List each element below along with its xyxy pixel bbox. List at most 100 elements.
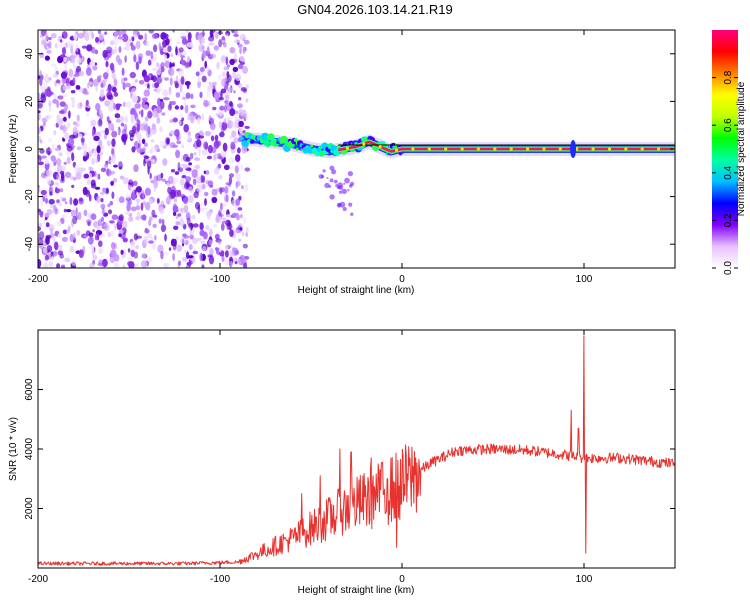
noise-speck [240, 164, 244, 170]
noise-speck [45, 222, 50, 228]
noise-speck [107, 232, 111, 238]
noise-speck [191, 214, 196, 220]
colorbar-tick-label: 0.0 [723, 261, 734, 275]
noise-speck [153, 179, 158, 189]
noise-speck [185, 30, 189, 34]
noise-speck [89, 60, 96, 68]
noise-speck [225, 250, 229, 258]
noise-speck [194, 165, 200, 169]
noise-speck [220, 223, 225, 231]
noise-speck [38, 208, 41, 213]
noise-speck [39, 211, 44, 218]
noise-speck [145, 201, 151, 211]
noise-speck [138, 56, 142, 65]
noise-speck [168, 67, 175, 77]
noise-speck [178, 120, 182, 126]
signal-scatter [344, 177, 350, 184]
snr-x-ticks: -200 -100 0 100 [28, 330, 593, 585]
noise-speck [169, 142, 176, 149]
noise-speck [238, 238, 242, 242]
noise-speck [179, 113, 183, 118]
noise-speck [229, 135, 233, 139]
noise-speck [199, 91, 203, 99]
noise-speck [229, 229, 234, 238]
noise-speck [165, 196, 171, 205]
signal-peak [476, 147, 480, 151]
noise-speck [51, 256, 54, 261]
noise-speck [117, 36, 125, 40]
noise-speck [49, 162, 55, 168]
y-tick-label: -40 [24, 237, 35, 252]
noise-speck [56, 158, 62, 167]
noise-speck [90, 179, 96, 187]
noise-speck [169, 63, 175, 67]
noise-speck [144, 116, 149, 122]
noise-speck [203, 207, 208, 211]
noise-speck [87, 221, 91, 226]
noise-speck [72, 232, 76, 241]
noise-speck [97, 30, 102, 35]
noise-speck [64, 257, 71, 263]
noise-speck [111, 72, 116, 79]
noise-speck [207, 228, 212, 233]
noise-speck [185, 62, 190, 67]
noise-speck [122, 101, 126, 108]
noise-speck [222, 142, 228, 152]
noise-speck [242, 243, 248, 249]
noise-speck [239, 33, 246, 41]
noise-speck [210, 122, 216, 131]
noise-speck [170, 53, 174, 58]
noise-speck [180, 207, 184, 214]
noise-speck [53, 130, 57, 136]
noise-speck [95, 85, 98, 92]
noise-speck [46, 209, 53, 215]
spectrogram-marks [38, 30, 675, 268]
noise-speck [237, 182, 241, 186]
y-tick-label: 0 [24, 146, 35, 152]
signal-peak [460, 147, 464, 151]
noise-speck [106, 188, 109, 194]
noise-speck [104, 100, 111, 107]
noise-speck [169, 100, 172, 109]
noise-speck [43, 225, 48, 230]
noise-speck [218, 246, 222, 253]
noise-speck [179, 219, 185, 227]
noise-speck [59, 178, 65, 184]
noise-speck [39, 85, 43, 89]
noise-speck [148, 30, 154, 34]
noise-speck [134, 103, 141, 109]
noise-speck [137, 211, 141, 217]
noise-speck [75, 44, 79, 53]
noise-speck [86, 44, 93, 52]
noise-speck [237, 103, 243, 109]
noise-speck [244, 167, 251, 172]
noise-speck [50, 227, 53, 237]
noise-speck [187, 56, 191, 63]
signal-peak [509, 147, 513, 151]
noise-speck [91, 128, 95, 137]
noise-speck [216, 61, 220, 70]
noise-speck [114, 113, 121, 119]
signal-peak [591, 147, 595, 151]
noise-speck [147, 125, 151, 135]
y-tick-label: 20 [24, 95, 35, 107]
noise-speck [223, 118, 227, 124]
noise-speck [100, 191, 105, 195]
noise-speck [44, 254, 50, 261]
noise-speck [190, 93, 194, 100]
noise-speck [102, 187, 106, 193]
signal-blob [310, 144, 314, 148]
noise-speck [125, 43, 130, 52]
noise-speck [118, 229, 124, 235]
noise-speck [122, 237, 128, 243]
noise-speck [42, 121, 46, 127]
noise-speck [38, 92, 42, 99]
noise-speck [38, 187, 41, 193]
noise-speck [218, 97, 224, 101]
noise-speck [185, 265, 190, 268]
noise-speck [109, 200, 114, 206]
noise-speck [110, 180, 114, 186]
noise-speck [197, 204, 201, 214]
colorbar-gradient [712, 30, 738, 268]
